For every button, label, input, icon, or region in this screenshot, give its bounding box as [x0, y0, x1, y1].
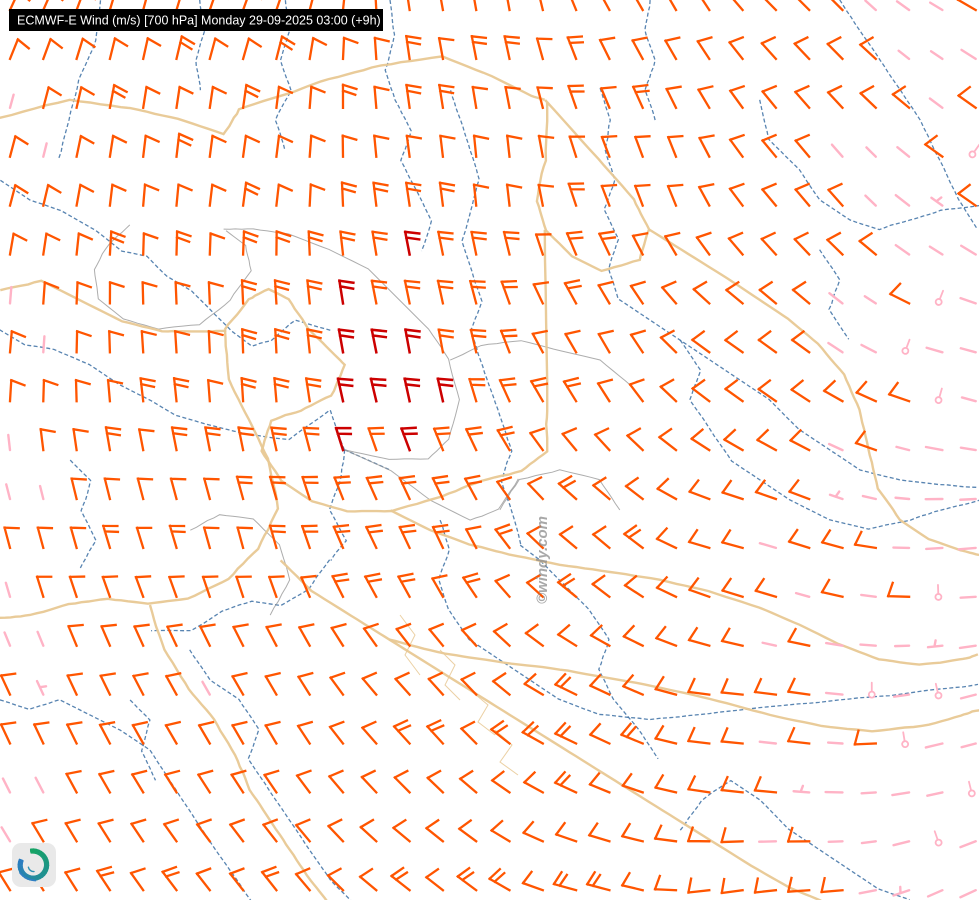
svg-text:©windy.com: ©windy.com — [534, 516, 551, 604]
svg-text:ECMWF-E Wind (m/s) [700 hPa] M: ECMWF-E Wind (m/s) [700 hPa] Monday 29-0… — [17, 14, 381, 28]
